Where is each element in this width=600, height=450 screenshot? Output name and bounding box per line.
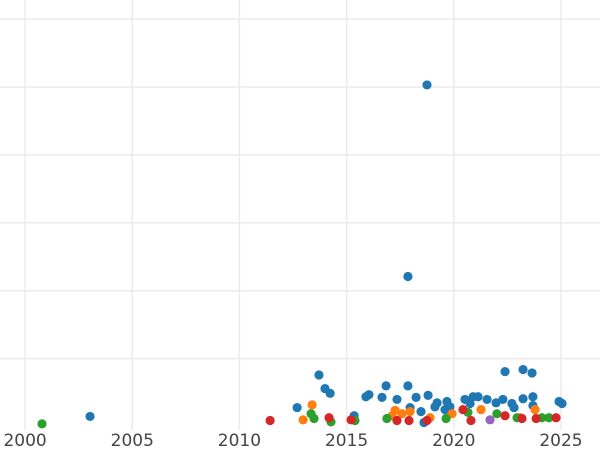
data-point bbox=[324, 413, 334, 423]
data-point bbox=[441, 413, 451, 424]
x-tick-label: 2025 bbox=[539, 431, 582, 450]
data-point bbox=[422, 415, 432, 426]
data-point bbox=[416, 407, 426, 417]
data-point bbox=[392, 394, 402, 405]
data-point bbox=[298, 415, 308, 425]
data-point bbox=[346, 415, 356, 425]
data-point bbox=[528, 392, 538, 402]
data-point bbox=[364, 390, 374, 400]
data-point bbox=[492, 409, 502, 419]
data-point bbox=[423, 390, 433, 400]
data-point bbox=[500, 411, 510, 421]
data-point bbox=[527, 368, 537, 378]
data-point bbox=[430, 402, 440, 412]
data-point bbox=[403, 271, 413, 282]
data-point bbox=[403, 381, 413, 391]
data-point bbox=[382, 413, 392, 424]
data-point bbox=[392, 415, 402, 426]
data-point bbox=[405, 407, 415, 417]
x-tick-label: 2010 bbox=[218, 431, 261, 450]
data-point bbox=[500, 366, 510, 377]
x-tick-label: 2000 bbox=[3, 431, 46, 450]
data-point bbox=[465, 398, 475, 409]
data-point bbox=[530, 405, 540, 415]
data-point bbox=[440, 405, 450, 415]
data-point bbox=[397, 409, 407, 419]
x-tick-label: 2015 bbox=[325, 431, 368, 450]
data-point bbox=[458, 405, 468, 415]
data-point bbox=[498, 394, 508, 405]
data-point bbox=[509, 402, 519, 413]
data-point bbox=[551, 413, 561, 423]
data-point bbox=[265, 415, 275, 426]
data-point bbox=[466, 415, 476, 426]
data-point bbox=[404, 415, 414, 426]
data-point bbox=[473, 392, 483, 402]
data-point bbox=[85, 411, 95, 422]
data-point bbox=[377, 392, 387, 402]
data-point bbox=[544, 413, 554, 423]
data-point bbox=[518, 364, 528, 375]
data-point bbox=[531, 413, 541, 424]
data-point bbox=[518, 394, 528, 404]
x-tick-label: 2005 bbox=[111, 431, 154, 450]
data-point bbox=[307, 400, 317, 410]
data-point bbox=[557, 398, 567, 409]
data-point bbox=[314, 370, 324, 380]
data-point bbox=[491, 398, 501, 408]
data-point bbox=[411, 392, 421, 402]
data-point bbox=[37, 419, 47, 429]
data-point bbox=[381, 381, 391, 391]
data-point bbox=[476, 405, 486, 415]
data-point bbox=[422, 80, 432, 90]
x-tick-label: 2020 bbox=[432, 431, 475, 450]
data-point bbox=[485, 415, 495, 425]
data-point bbox=[325, 388, 335, 398]
data-point bbox=[482, 394, 492, 405]
data-point bbox=[292, 402, 302, 413]
data-point bbox=[517, 413, 527, 424]
data-point bbox=[309, 413, 319, 424]
